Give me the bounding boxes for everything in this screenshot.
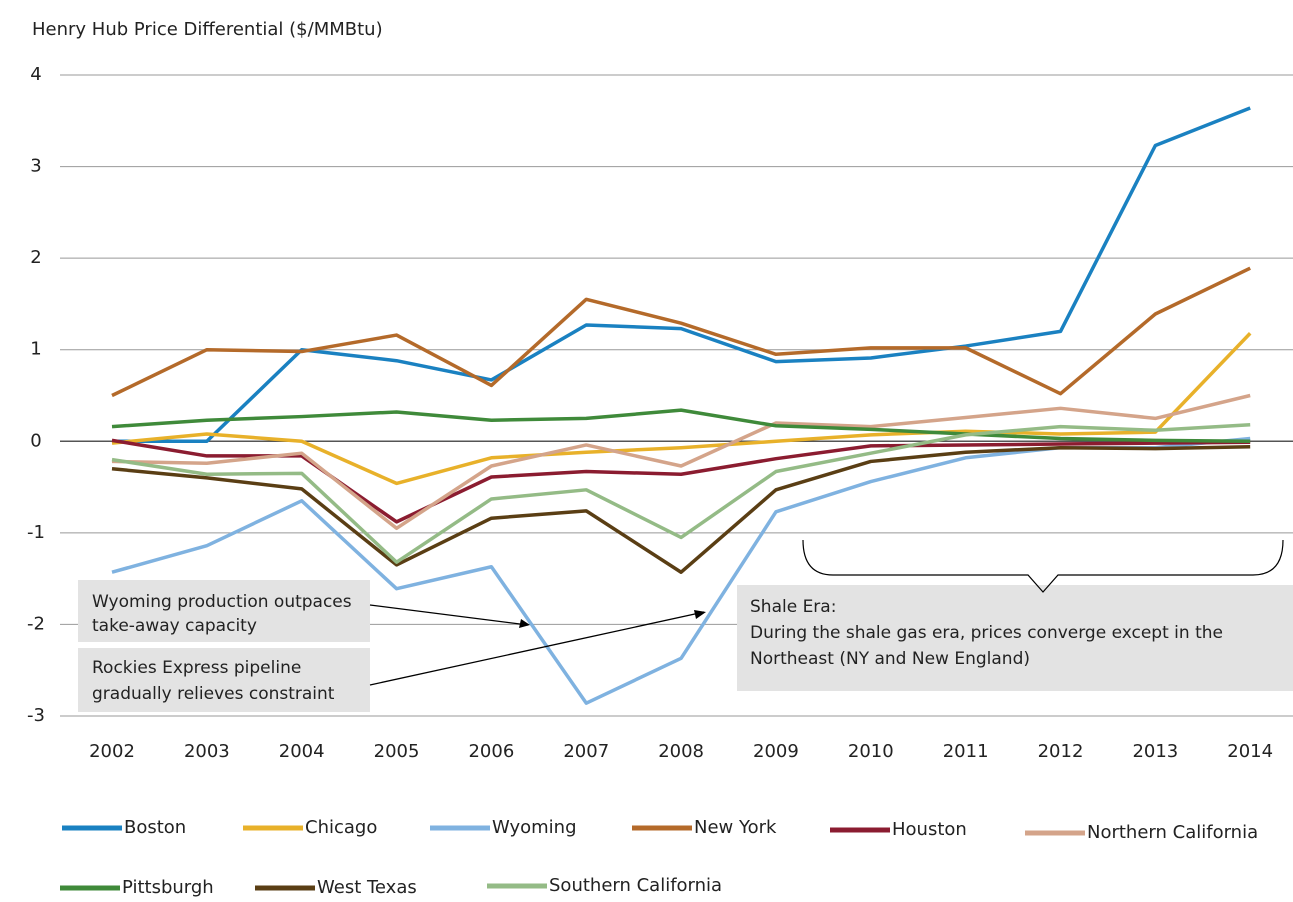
x-tick-label: 2010 (848, 741, 894, 762)
series-line (111, 393, 1251, 531)
y-tick-label: 0 (30, 430, 41, 451)
annotation-text: During the shale gas era, prices converg… (750, 623, 1223, 643)
series-line (111, 266, 1251, 398)
annotation-box (78, 580, 370, 642)
lines (111, 106, 1252, 705)
series-line (112, 106, 1251, 444)
legend-label: Wyoming (492, 817, 577, 838)
x-tick-label: 2011 (943, 741, 989, 762)
y-tick-label: 2 (30, 247, 41, 268)
arrow-head (519, 619, 530, 628)
annotation-text: Wyoming production outpaces (92, 592, 352, 612)
x-tick-label: 2004 (279, 741, 325, 762)
legend-label: Southern California (549, 875, 722, 896)
x-tick-label: 2012 (1038, 741, 1084, 762)
legend-label: New York (694, 817, 777, 838)
series-line (111, 438, 1251, 524)
annotation-box (78, 648, 370, 712)
y-tick-label: 1 (30, 339, 41, 360)
legend-label: Boston (124, 817, 186, 838)
legend-label: Chicago (305, 817, 377, 838)
legend-label: Houston (892, 819, 967, 840)
x-tick-label: 2006 (468, 741, 514, 762)
x-tick-label: 2007 (563, 741, 609, 762)
x-tick-label: 2008 (658, 741, 704, 762)
y-tick-label: -3 (27, 705, 45, 726)
series-line (111, 332, 1252, 486)
y-tick-label: -2 (27, 613, 45, 634)
annotations: Wyoming production outpaces take-away cap… (78, 539, 1293, 712)
x-tick-label: 2002 (89, 741, 135, 762)
series-line (111, 423, 1251, 564)
annotation-text: take-away capacity (92, 616, 257, 636)
y-tick-label: -1 (27, 522, 45, 543)
x-tick-label: 2003 (184, 741, 230, 762)
annotation-text: Rockies Express pipeline (92, 658, 301, 678)
annotation-text: Shale Era: (750, 597, 836, 617)
x-tick-label: 2013 (1132, 741, 1178, 762)
y-tick-label: 4 (30, 64, 41, 85)
legend-label: Pittsburgh (122, 877, 214, 898)
legend-label: Northern California (1087, 822, 1258, 843)
arrow (369, 611, 705, 686)
y-axis-label: Henry Hub Price Differential ($/MMBtu) (32, 19, 383, 40)
x-tick-label: 2005 (374, 741, 420, 762)
y-tick-label: 3 (30, 156, 41, 177)
annotation-text: Northeast (NY and New England) (750, 649, 1030, 669)
x-tick-label: 2014 (1227, 741, 1273, 762)
brace (802, 539, 1284, 593)
annotation-text: gradually relieves constraint (92, 684, 335, 704)
annotation-box (737, 585, 1293, 691)
legend: Boston Chicago Wyoming New York Houston North… (60, 817, 1258, 898)
legend-label: West Texas (317, 877, 417, 898)
x-tick-label: 2009 (753, 741, 799, 762)
arrow-head (694, 610, 706, 619)
arrow (369, 604, 529, 626)
series-line (111, 408, 1251, 444)
series-line (111, 445, 1251, 574)
